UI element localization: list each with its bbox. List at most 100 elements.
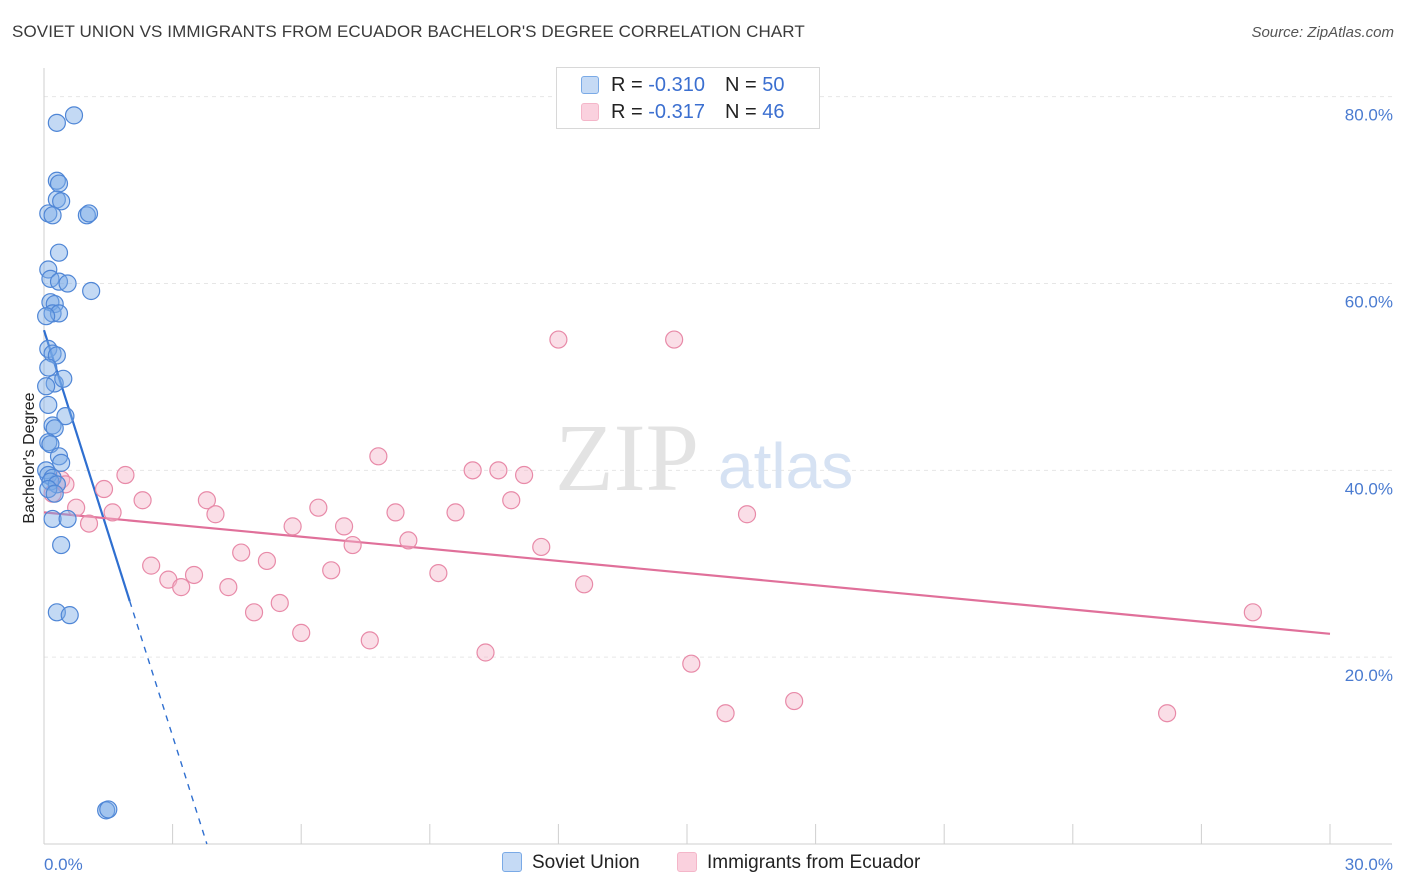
x-tick-label: 0.0% [44,855,83,874]
legend-row-ecuador: R = -0.317 N = 46 [581,101,784,124]
point-ecuador [446,503,465,522]
legend-r-label: R = [611,74,649,96]
point-soviet-union [60,606,79,625]
point-soviet-union [47,171,66,190]
point-soviet-union [39,358,58,377]
point-ecuador [515,465,534,485]
point-ecuador [219,578,238,597]
point-soviet-union [49,174,69,193]
point-ecuador [682,654,701,673]
bottom-legend-soviet-union: Soviet Union [502,852,640,874]
bottom-legend-label: Immigrants from Ecuador [707,852,921,873]
legend-swatch-ecuador [581,103,599,121]
watermark-zip: ZIP [555,404,699,511]
legend-r-value: -0.310 [648,74,705,96]
legend-r-value: -0.317 [648,101,705,123]
point-soviet-union [49,447,69,466]
gridlines [44,96,1392,658]
point-ecuador [257,551,277,571]
point-soviet-union [49,243,69,262]
point-ecuador [399,531,418,550]
axes [43,68,1392,845]
bottom-legend-label: Soviet Union [532,852,640,873]
point-ecuador [1243,603,1262,622]
point-soviet-union [43,416,62,435]
point-ecuador [94,479,114,499]
point-ecuador [79,514,99,533]
data-points [37,106,1262,820]
point-ecuador [549,330,568,349]
legend-n-value: 50 [762,74,785,96]
point-ecuador [283,517,302,536]
point-ecuador [785,691,804,711]
point-ecuador [489,461,508,480]
point-ecuador [322,561,341,580]
point-soviet-union [54,369,73,388]
point-ecuador [716,704,735,723]
point-soviet-union [58,274,77,293]
point-ecuador [343,535,362,555]
point-ecuador [292,623,311,642]
legend-n-label: N = [724,101,763,123]
chart-title: SOVIET UNION VS IMMIGRANTS FROM ECUADOR … [12,22,805,41]
trend-line-extension-0 [129,600,208,845]
point-ecuador [737,505,757,524]
point-ecuador [142,556,161,575]
point-soviet-union [99,800,118,819]
y-axis-title: Bachelor's Degree [21,392,38,523]
point-soviet-union [79,204,99,223]
point-ecuador [206,505,225,524]
point-ecuador [232,543,251,562]
point-soviet-union [56,407,75,426]
point-ecuador [665,330,684,349]
legend-n-label: N = [724,74,763,96]
source-attribution: Source: ZipAtlas.com [1251,24,1394,41]
bottom-legend-ecuador: Immigrants from Ecuador [677,852,920,874]
point-soviet-union [43,509,62,529]
point-ecuador [386,503,405,522]
y-tick-label: 80.0% [1345,106,1393,125]
watermark-atlas: atlas [718,430,853,502]
stats-legend: R = -0.310 N = 50 R = -0.317 N = 46 [556,67,820,129]
point-ecuador [103,503,122,522]
point-ecuador [476,643,495,662]
point-ecuador [309,498,328,517]
point-soviet-union [37,377,56,396]
bottom-legend-swatch-ecuador [677,852,697,872]
point-ecuador [502,491,521,510]
point-ecuador [116,465,135,485]
y-tick-label: 40.0% [1345,479,1393,498]
y-tick-label: 20.0% [1345,666,1393,685]
point-ecuador [532,537,551,557]
point-soviet-union [47,113,66,132]
point-soviet-union [39,395,58,415]
point-ecuador [429,563,448,583]
point-soviet-union [37,461,56,480]
legend-n-value: 46 [762,101,785,123]
point-ecuador [244,603,264,622]
legend-row-soviet-union: R = -0.310 N = 50 [581,74,784,97]
point-soviet-union [45,484,64,503]
point-soviet-union [37,307,56,326]
point-soviet-union [52,535,71,555]
point-ecuador [270,593,289,613]
point-soviet-union [58,509,77,529]
y-tick-label: 60.0% [1345,293,1393,312]
point-ecuador [184,565,204,585]
point-soviet-union [64,106,84,125]
point-soviet-union [82,281,101,301]
legend-swatch-soviet-union [581,76,599,94]
bottom-legend-swatch-soviet-union [502,852,522,872]
point-ecuador [334,517,354,536]
x-tick-label: 30.0% [1345,855,1393,874]
point-ecuador [369,447,388,466]
point-ecuador [1158,704,1177,723]
point-soviet-union [52,453,71,472]
point-soviet-union [43,206,62,225]
legend-r-label: R = [611,101,649,123]
point-ecuador [360,631,379,650]
point-ecuador [463,461,482,480]
point-ecuador [172,578,191,597]
tick-labels: 20.0% 40.0% 60.0% 80.0% 0.0% 30.0% [44,106,1393,874]
